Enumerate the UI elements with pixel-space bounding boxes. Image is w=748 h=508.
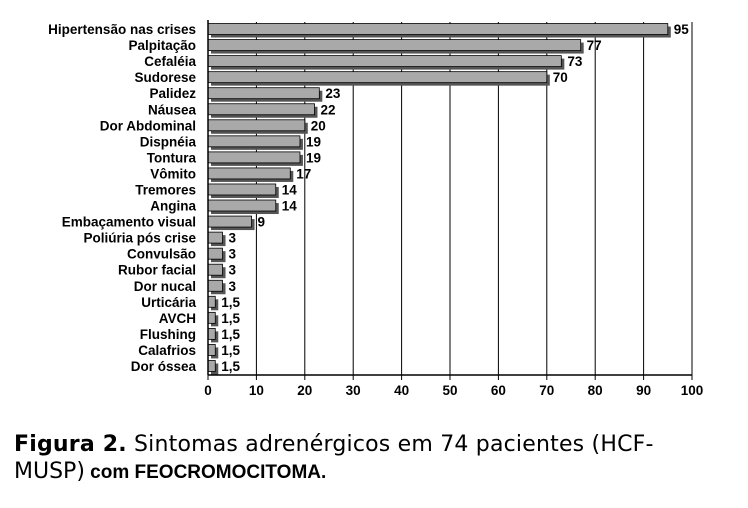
x-tick-label: 50 [442,383,457,398]
bar [207,55,562,68]
bar [207,167,291,180]
bar [207,151,301,164]
value-label: 14 [282,199,298,214]
category-label: Convulsão [127,247,196,262]
category-label: Angina [150,199,196,214]
caption-text-2: MUSP) [14,459,85,484]
bar [207,215,252,228]
value-label: 23 [325,86,341,101]
category-label: Dor Abdominal [100,118,196,133]
figure-caption: Figura 2. Sintomas adrenérgicos em 74 pa… [14,432,742,484]
x-tick-label: 80 [588,383,603,398]
x-tick-label: 40 [394,383,409,398]
category-label: Cefaléia [144,54,196,69]
bar [207,119,306,132]
bar [207,360,216,372]
value-label: 1,5 [221,311,240,326]
x-tick-label: 70 [539,383,554,398]
category-label: Dispnéia [140,134,197,149]
value-label: 1,5 [221,327,240,342]
category-label: Flushing [140,327,196,342]
category-labels: Hipertensão nas crisesPalpitaçãoCefaléia… [48,22,196,374]
caption-text-4: . [321,462,327,483]
value-label: 14 [282,182,298,197]
value-label: 70 [553,70,568,85]
caption-line-2: MUSP) com FEOCROMOCITOMA. [14,459,742,484]
value-label: 17 [296,166,311,181]
category-label: Poliúria pós crise [83,231,196,246]
category-label: Dor nucal [134,279,196,294]
category-label: Dor óssea [131,359,197,374]
bar [207,263,223,276]
value-label: 95 [674,22,690,37]
x-tick-label: 60 [491,383,506,398]
bar [207,39,582,51]
bar-chart: Hipertensão nas crisesPalpitaçãoCefaléia… [48,20,703,398]
value-label: 1,5 [221,343,240,358]
category-label: AVCH [159,311,196,326]
bar [207,71,548,84]
category-label: Calafrios [138,343,196,358]
value-label: 19 [306,150,321,165]
category-label: Tremores [135,182,196,197]
value-label: 3 [229,247,237,262]
value-label: 1,5 [221,295,240,310]
category-label: Rubor facial [118,263,196,278]
bar [207,183,277,196]
bar [207,135,301,148]
x-tick-label: 90 [636,383,651,398]
value-label: 9 [258,215,266,230]
category-label: Palidez [149,86,196,101]
bar [207,344,216,356]
category-label: Tontura [147,150,197,165]
bar [207,279,223,292]
bar [207,295,216,308]
category-label: Náusea [148,102,197,117]
category-label: Palpitação [128,38,196,53]
bar [207,199,277,212]
bar [207,231,223,244]
figure-label: Figura 2. [14,432,127,457]
bar [207,103,315,116]
value-label: 73 [567,54,583,69]
caption-text-1: Sintomas adrenérgicos em 74 pacientes (H… [126,432,654,457]
bar [207,311,216,324]
axes-group [207,20,693,380]
caption-text-3: com FEOCROMOCITOMA [84,462,322,483]
value-labels: 957773702322201919171414933331,51,51,51,… [221,22,689,374]
category-label: Vômito [150,166,196,181]
bars-group [207,23,671,375]
category-label: Sudorese [134,70,196,85]
value-label: 3 [229,263,237,278]
bar [207,247,223,260]
bar [207,87,320,100]
category-label: Urticária [141,295,196,310]
value-label: 20 [311,118,326,133]
category-label: Hipertensão nas crises [48,22,196,37]
x-tick-label: 10 [249,383,264,398]
x-tick-labels: 0 10 20 30 40 50 60 70 80 90 100 [204,383,703,398]
x-tick-label: 100 [681,383,704,398]
category-label: Embaçamento visual [62,215,196,230]
value-label: 3 [229,231,237,246]
value-label: 19 [306,134,321,149]
value-label: 77 [587,38,602,53]
bar [207,327,216,340]
x-tick-label: 30 [346,383,361,398]
x-tick-label: 0 [204,383,212,398]
x-tick-label: 20 [297,383,312,398]
value-label: 1,5 [221,359,240,374]
bar [207,23,669,35]
caption-line-1: Figura 2. Sintomas adrenérgicos em 74 pa… [14,432,742,457]
value-label: 3 [229,279,237,294]
value-label: 22 [320,102,335,117]
